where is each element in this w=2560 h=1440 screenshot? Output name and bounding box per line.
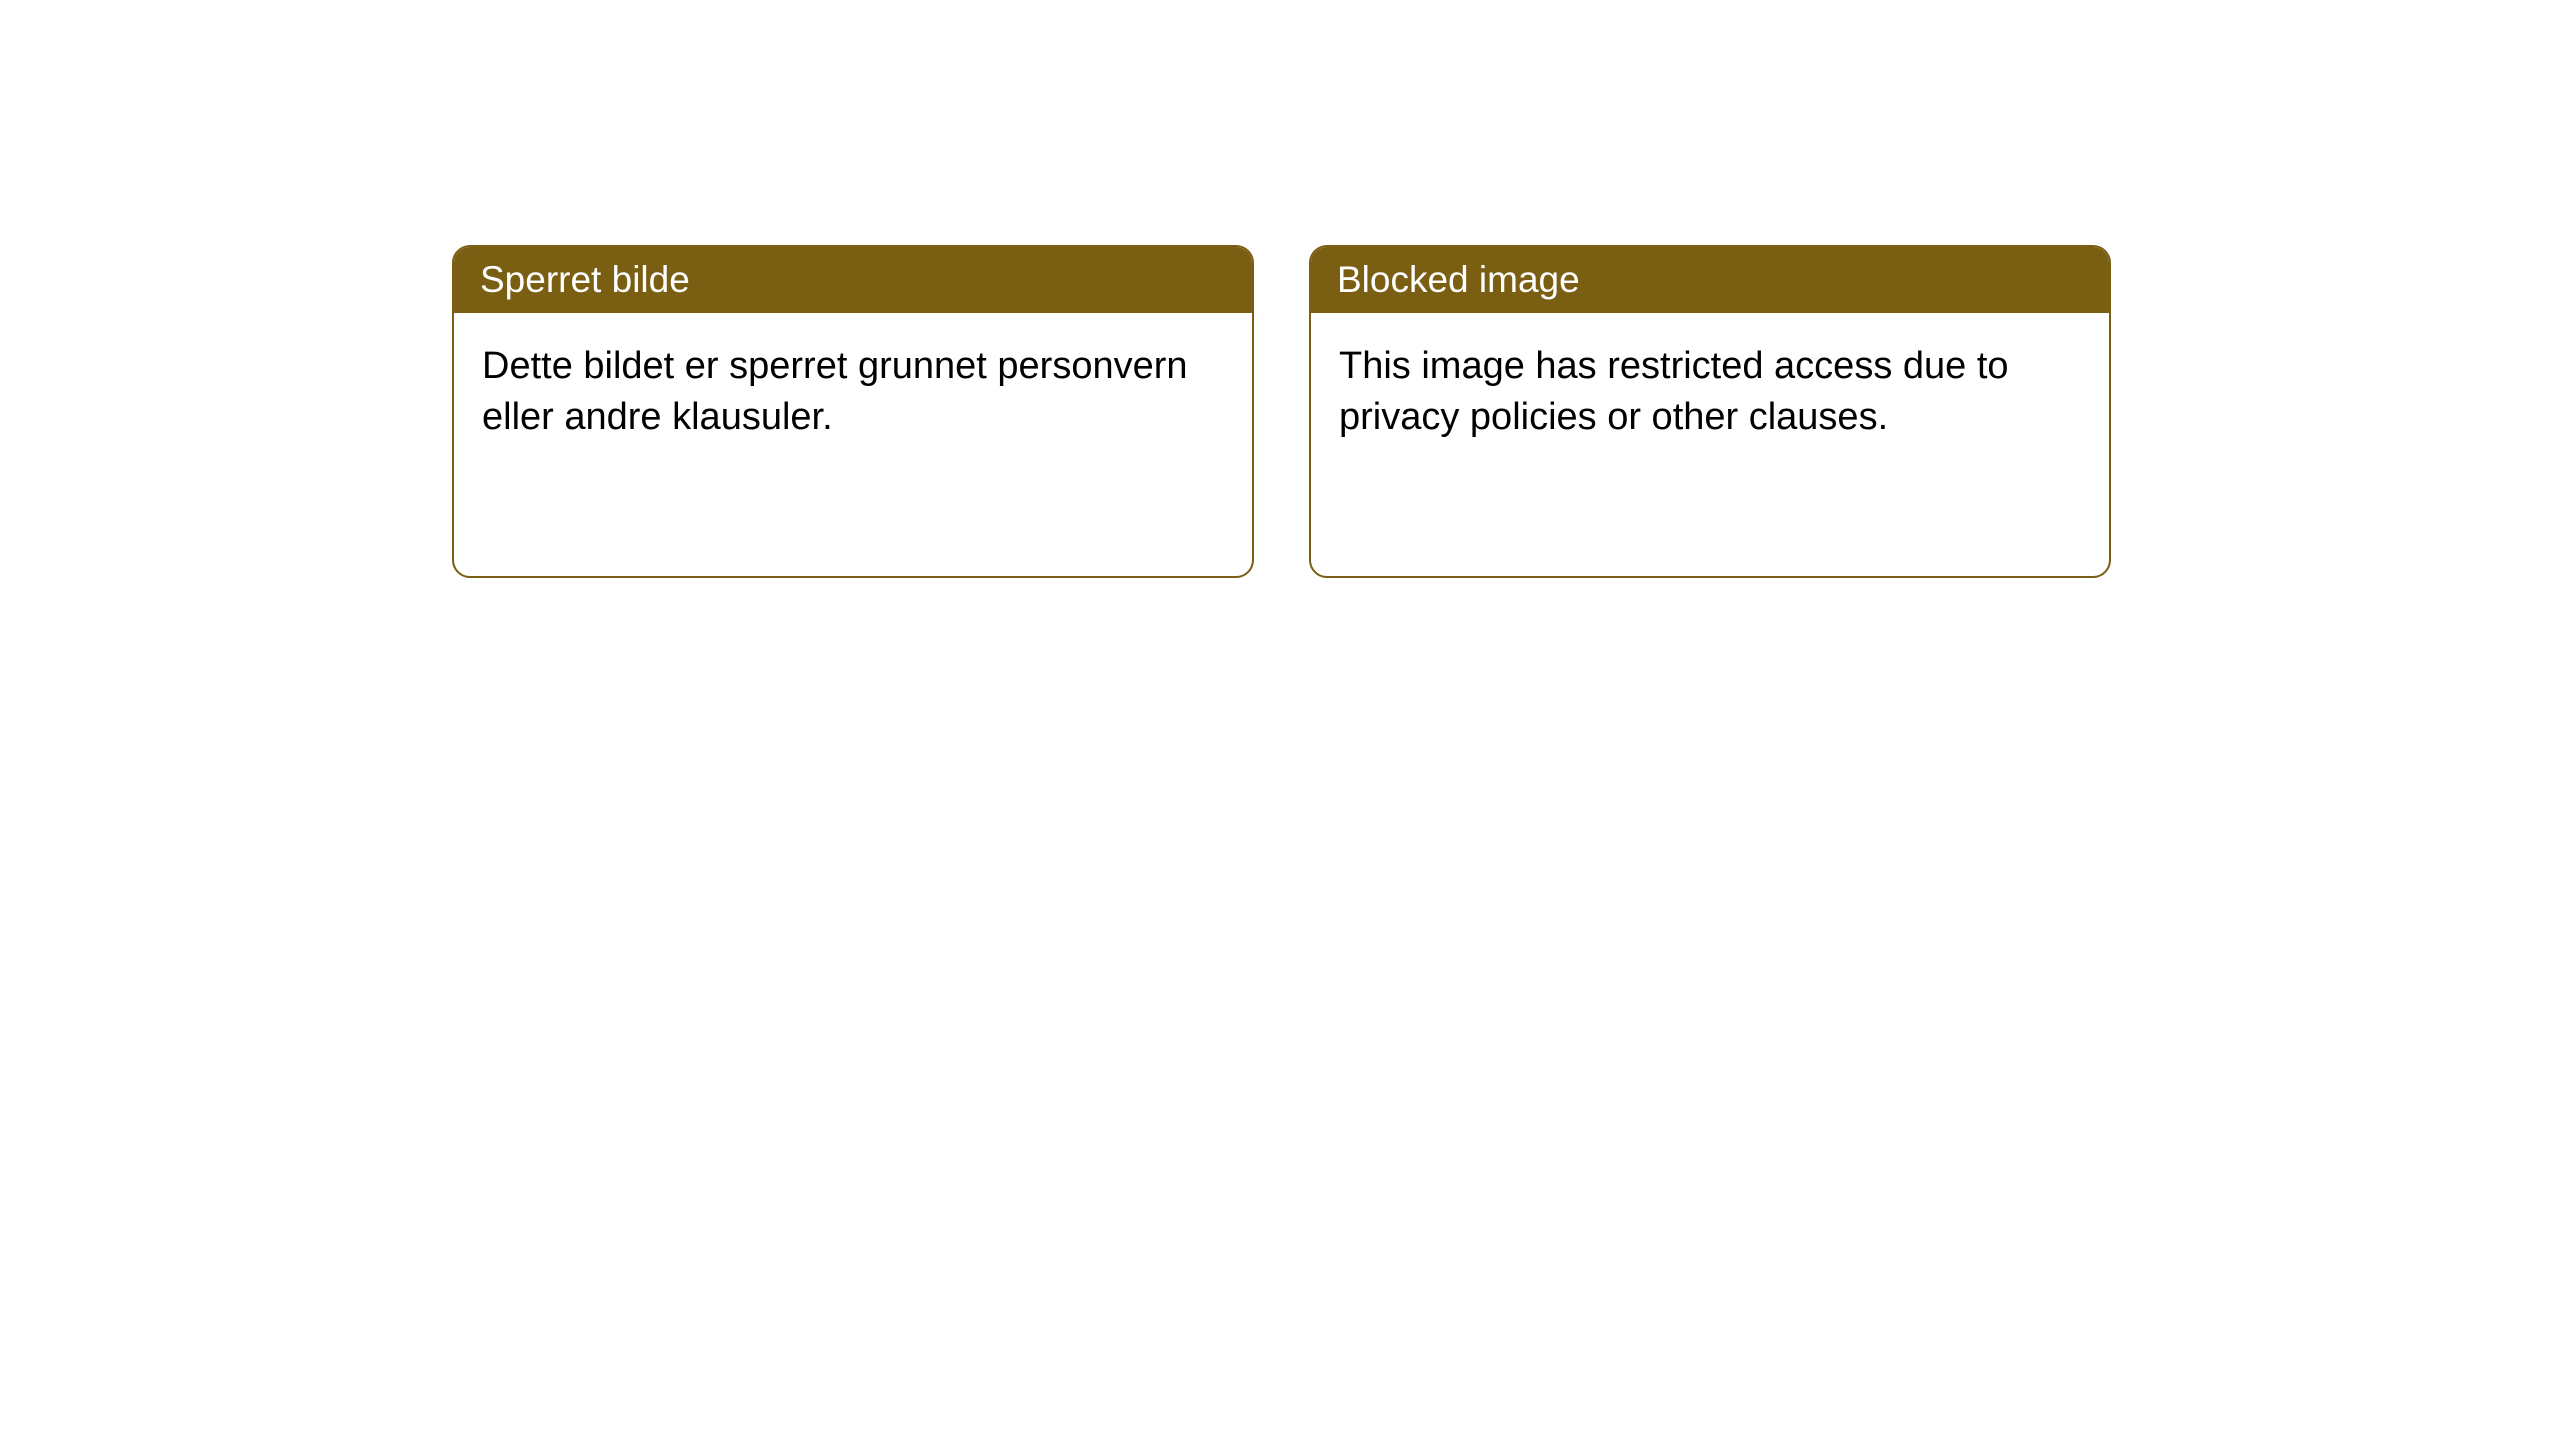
blocked-card-no: Sperret bilde Dette bildet er sperret gr… [452, 245, 1254, 578]
blocked-card-no-body: Dette bildet er sperret grunnet personve… [454, 313, 1252, 472]
blocked-image-cards: Sperret bilde Dette bildet er sperret gr… [452, 245, 2560, 578]
blocked-card-no-title: Sperret bilde [454, 247, 1252, 313]
blocked-card-en-title: Blocked image [1311, 247, 2109, 313]
blocked-card-en: Blocked image This image has restricted … [1309, 245, 2111, 578]
blocked-card-en-body: This image has restricted access due to … [1311, 313, 2109, 472]
